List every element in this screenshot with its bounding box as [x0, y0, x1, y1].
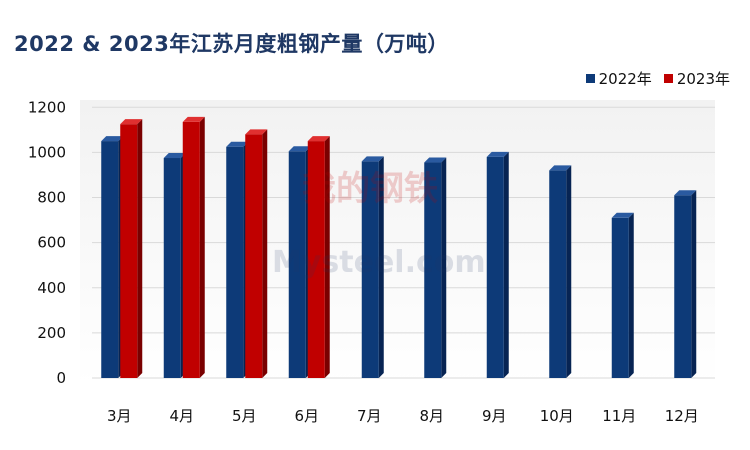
x-tick-label: 12月 — [665, 407, 699, 425]
bar-front — [424, 162, 442, 378]
bar-front — [101, 141, 119, 378]
bar-2022-5 — [226, 141, 249, 378]
chart-title: 2022 & 2023年江苏月度粗钢产量（万吨） — [14, 32, 449, 56]
chart-legend: 2022年 2023年 — [585, 68, 730, 89]
x-tick-label: 9月 — [482, 407, 507, 425]
bar-2023-3 — [120, 119, 143, 378]
bar-top — [245, 129, 268, 135]
mysteel-watermark: 我的钢铁 Mysteel.com — [272, 169, 486, 280]
bar-side — [628, 212, 634, 378]
bar-front — [611, 217, 629, 378]
bar-2022-3 — [101, 136, 124, 378]
x-tick-label: 11月 — [602, 407, 636, 425]
bar-top — [288, 146, 311, 152]
bar-top — [486, 151, 509, 157]
legend-label-2023: 2023年 — [676, 70, 730, 88]
bar-top — [101, 136, 124, 142]
y-tick-label: 1000 — [28, 143, 66, 161]
x-tick-label: 4月 — [169, 407, 194, 425]
bar-front — [486, 156, 504, 378]
bar-front — [361, 161, 379, 378]
bar-side — [199, 116, 205, 379]
y-tick-label: 200 — [37, 324, 66, 342]
legend-label-2022: 2022年 — [598, 70, 652, 88]
bar-side — [441, 157, 447, 378]
bar-top — [674, 190, 697, 196]
bar-2023-6 — [307, 136, 330, 378]
x-tick-label: 8月 — [419, 407, 444, 425]
bar-top — [120, 119, 143, 125]
x-tick-label: 3月 — [107, 407, 132, 425]
bar-2023-4 — [182, 116, 205, 379]
bar-side — [262, 129, 268, 378]
bar-front — [182, 121, 200, 379]
legend-swatch-2022 — [585, 74, 595, 83]
bar-front — [307, 141, 325, 378]
bar-side — [691, 190, 697, 378]
bar-top — [163, 153, 186, 159]
bar-side — [378, 156, 384, 378]
watermark-en: Mysteel.com — [272, 245, 486, 280]
bar-front — [120, 124, 138, 378]
bar-front — [163, 158, 181, 378]
x-tick-label: 6月 — [294, 407, 319, 425]
legend-swatch-2023 — [663, 74, 673, 83]
legend-item-2022: 2022年 — [585, 68, 652, 89]
bar-top — [424, 157, 447, 163]
bar-front — [245, 134, 263, 378]
bar-front — [674, 195, 692, 378]
bar-2022-10 — [549, 165, 572, 378]
bar-front — [288, 151, 306, 378]
y-tick-label: 600 — [37, 234, 66, 252]
bar-2022-8 — [424, 157, 447, 378]
bar-top — [549, 165, 572, 171]
y-tick-label: 0 — [56, 369, 66, 387]
bar-2022-7 — [361, 156, 384, 378]
bar-front — [226, 146, 244, 378]
bar-side — [137, 119, 143, 378]
y-tick-label: 400 — [37, 279, 66, 297]
bar-2022-4 — [163, 153, 186, 378]
bar-2022-9 — [486, 151, 509, 378]
bar-2022-12 — [674, 190, 697, 378]
watermark-cn: 我的钢铁 — [302, 169, 438, 209]
bar-2022-11 — [611, 212, 634, 378]
bar-2023-5 — [245, 129, 268, 378]
y-tick-label: 800 — [37, 189, 66, 207]
y-tick-label: 1200 — [28, 98, 66, 116]
bar-side — [324, 136, 330, 378]
bar-top — [226, 141, 249, 147]
bar-side — [566, 165, 572, 378]
legend-item-2023: 2023年 — [663, 68, 730, 89]
x-tick-label: 5月 — [232, 407, 257, 425]
bar-top — [307, 136, 330, 142]
bar-side — [503, 151, 509, 378]
bar-front — [549, 170, 567, 378]
x-tick-label: 10月 — [540, 407, 574, 425]
bar-top — [182, 116, 205, 122]
bar-top — [361, 156, 384, 162]
bars — [101, 116, 697, 379]
x-tick-label: 7月 — [357, 407, 382, 425]
x-axis-ticks: 3月 4月 5月 6月 7月 8月 9月 10月 11月 12月 — [107, 407, 699, 425]
bar-top — [611, 212, 634, 218]
y-axis-ticks: 0 200 400 600 800 1000 1200 — [28, 98, 66, 387]
